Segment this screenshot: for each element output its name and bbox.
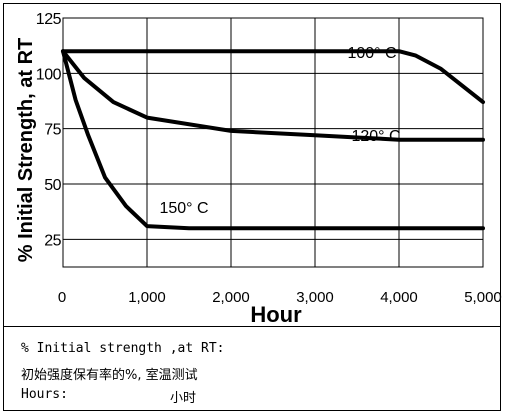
caption-line-1: % Initial strength ,at RT: xyxy=(21,341,225,356)
x-axis-label: Hour xyxy=(250,302,302,327)
series-label-1: 100° C xyxy=(347,45,396,62)
caption-line-3-label: Hours: xyxy=(21,387,68,402)
figure-frame xyxy=(3,3,501,411)
series-group xyxy=(61,49,485,231)
x-tick-label: 0 xyxy=(58,289,66,306)
x-tick-label: 1,000 xyxy=(128,289,166,306)
x-tick-label: 5,000 xyxy=(464,289,502,306)
y-tick-label: 100 xyxy=(36,66,62,83)
series-labels: 100° C 120° C 150° C xyxy=(159,45,400,217)
x-tick-label: 3,000 xyxy=(296,289,334,306)
x-tick-label: 2,000 xyxy=(212,289,250,306)
caption-box: % Initial strength ,at RT: 初始强度保有率的%, 室温… xyxy=(3,326,501,411)
y-tick-label: 50 xyxy=(44,177,61,194)
x-tick-label: 4,000 xyxy=(380,289,418,306)
y-tick-label: 125 xyxy=(36,11,62,28)
plot-area xyxy=(62,17,484,268)
series-line-3 xyxy=(61,49,485,231)
caption-line-2: 初始强度保有率的%, 室温测试 xyxy=(21,368,198,383)
y-tick-label: 75 xyxy=(44,122,61,139)
y-tick-label: 25 xyxy=(44,232,61,249)
caption-line-3-value: 小时 xyxy=(170,391,197,406)
series-label-3: 150° C xyxy=(159,200,208,217)
y-tick-labels: 25 50 75 100 125 xyxy=(36,11,62,249)
series-line-1 xyxy=(61,49,485,105)
series-label-2: 120° C xyxy=(351,128,400,145)
series-line-2 xyxy=(61,49,485,142)
x-tick-labels: 0 1,000 2,000 3,000 4,000 5,000 xyxy=(58,289,502,306)
y-axis-label: % Initial Strength, at RT xyxy=(15,38,37,262)
